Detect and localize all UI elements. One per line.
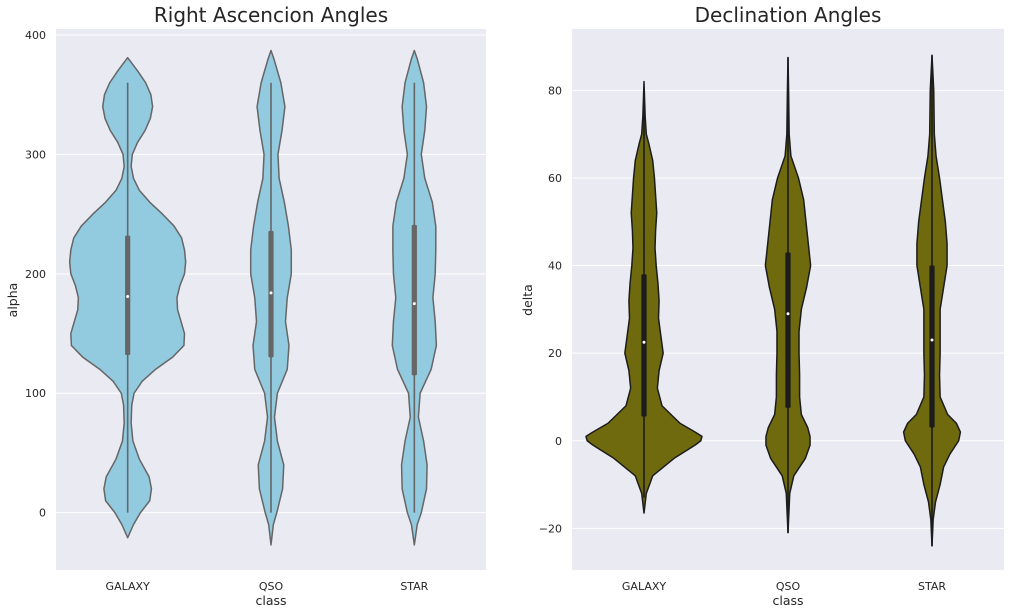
violins	[585, 54, 962, 547]
y-tick-label: 200	[25, 268, 46, 281]
iqr-box	[785, 252, 791, 408]
y-tick-label: 300	[25, 148, 46, 161]
median-marker	[930, 338, 934, 342]
y-tick-label: 400	[25, 29, 46, 42]
x-tick-label: QSO	[776, 580, 801, 593]
median-marker	[786, 312, 790, 316]
chart-right-ascension: 0 100 200 300 400 GALAXY QSO STAR Right Ascenc…	[5, 3, 486, 608]
x-tick-label: QSO	[259, 580, 284, 593]
chart-title: Right Ascencion Angles	[154, 3, 388, 27]
violins	[68, 49, 438, 546]
y-tick-label: 60	[548, 172, 562, 185]
chart-title: Declination Angles	[695, 3, 882, 27]
y-tick-labels: −20 0 20 40 60 80	[539, 84, 562, 535]
x-axis-label: class	[772, 593, 803, 608]
x-tick-labels: GALAXY QSO STAR	[622, 580, 946, 593]
chart-declination: −20 0 20 40 60 80 GALAXY QSO STAR Declination A…	[520, 3, 1004, 608]
median-marker	[642, 340, 646, 344]
violin-star	[391, 49, 438, 546]
y-tick-label: 40	[548, 260, 562, 273]
y-tick-labels: 0 100 200 300 400	[25, 29, 46, 520]
violin-qso	[249, 49, 293, 546]
y-tick-label: 20	[548, 347, 562, 360]
iqr-box	[641, 274, 647, 417]
median-marker	[126, 295, 130, 299]
iqr-box	[411, 224, 417, 376]
y-tick-label: 0	[555, 435, 562, 448]
y-tick-label: 100	[25, 387, 46, 400]
y-tick-label: −20	[539, 522, 562, 535]
violin-galaxy	[585, 80, 703, 514]
violin-star	[902, 54, 962, 547]
violin-qso	[764, 56, 812, 534]
y-tick-label: 0	[39, 507, 46, 520]
violin-galaxy	[68, 56, 187, 539]
y-axis-label: alpha	[5, 283, 20, 318]
x-tick-label: STAR	[918, 580, 946, 593]
x-tick-label: STAR	[400, 580, 428, 593]
median-marker	[412, 302, 416, 306]
x-tick-label: GALAXY	[106, 580, 150, 593]
x-tick-labels: GALAXY QSO STAR	[106, 580, 429, 593]
x-axis-label: class	[255, 593, 286, 608]
median-marker	[269, 291, 273, 295]
y-axis-label: delta	[520, 284, 535, 316]
iqr-box	[929, 265, 935, 428]
x-tick-label: GALAXY	[622, 580, 666, 593]
y-tick-label: 80	[548, 84, 562, 97]
